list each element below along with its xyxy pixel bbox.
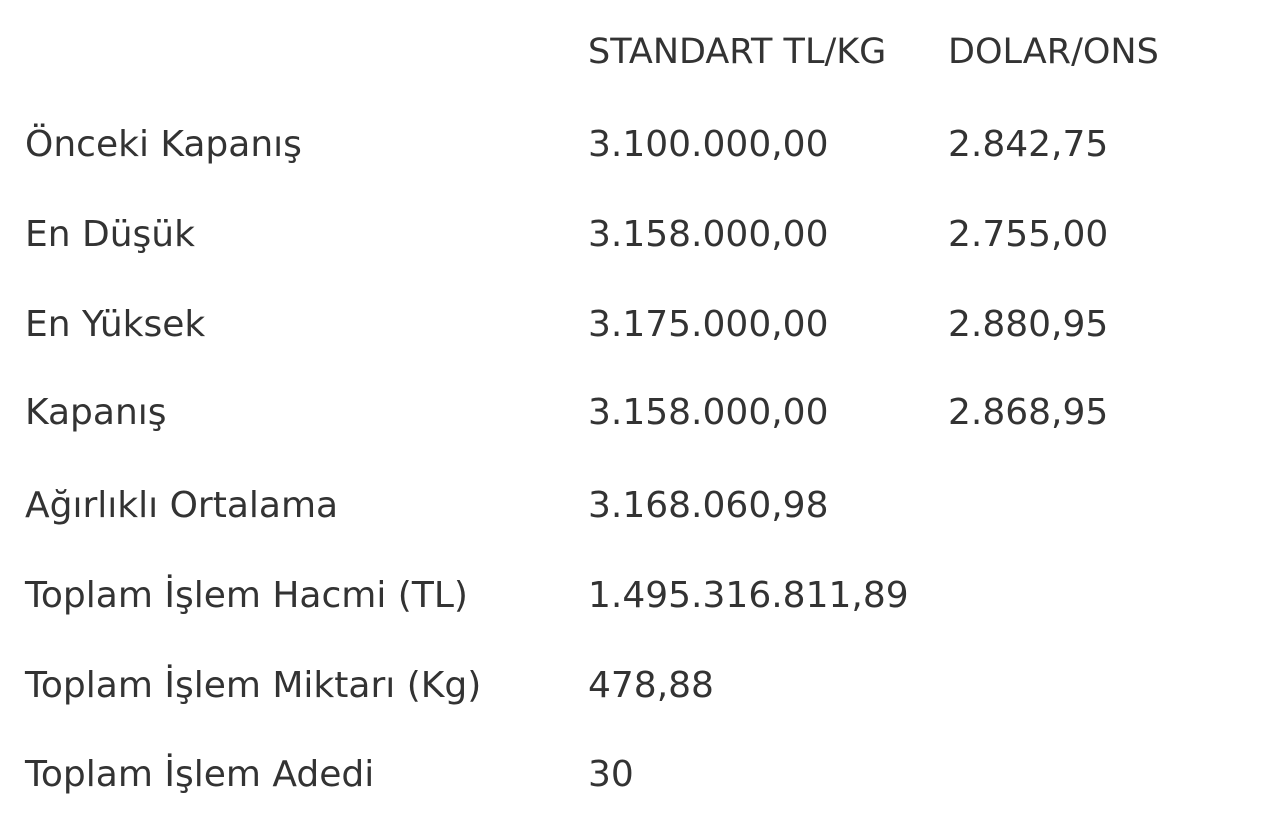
row-dolar-ons: 2.755,00 xyxy=(948,214,1109,255)
row-label: En Yüksek xyxy=(25,304,206,345)
row-label: Önceki Kapanış xyxy=(25,124,302,165)
row-tl-kg: 478,88 xyxy=(588,665,714,706)
row-label: Toplam İşlem Hacmi (TL) xyxy=(25,575,468,616)
row-label: Kapanış xyxy=(25,392,167,433)
row-tl-kg: 3.175.000,00 xyxy=(588,304,829,345)
row-tl-kg: 1.495.316.811,89 xyxy=(588,575,909,616)
row-tl-kg: 3.100.000,00 xyxy=(588,124,829,165)
row-label: Toplam İşlem Adedi xyxy=(25,754,375,795)
row-tl-kg: 3.168.060,98 xyxy=(588,485,829,526)
row-label: Ağırlıklı Ortalama xyxy=(25,485,339,526)
row-tl-kg: 3.158.000,00 xyxy=(588,214,829,255)
row-dolar-ons: 2.868,95 xyxy=(948,392,1109,433)
header-dolar-ons: DOLAR/ONS xyxy=(948,32,1159,72)
row-dolar-ons: 2.842,75 xyxy=(948,124,1109,165)
row-tl-kg: 3.158.000,00 xyxy=(588,392,829,433)
row-dolar-ons: 2.880,95 xyxy=(948,304,1109,345)
row-label: Toplam İşlem Miktarı (Kg) xyxy=(25,665,482,706)
row-tl-kg: 30 xyxy=(588,754,634,795)
row-label: En Düşük xyxy=(25,214,195,255)
header-standart-tl-kg: STANDART TL/KG xyxy=(588,32,887,72)
